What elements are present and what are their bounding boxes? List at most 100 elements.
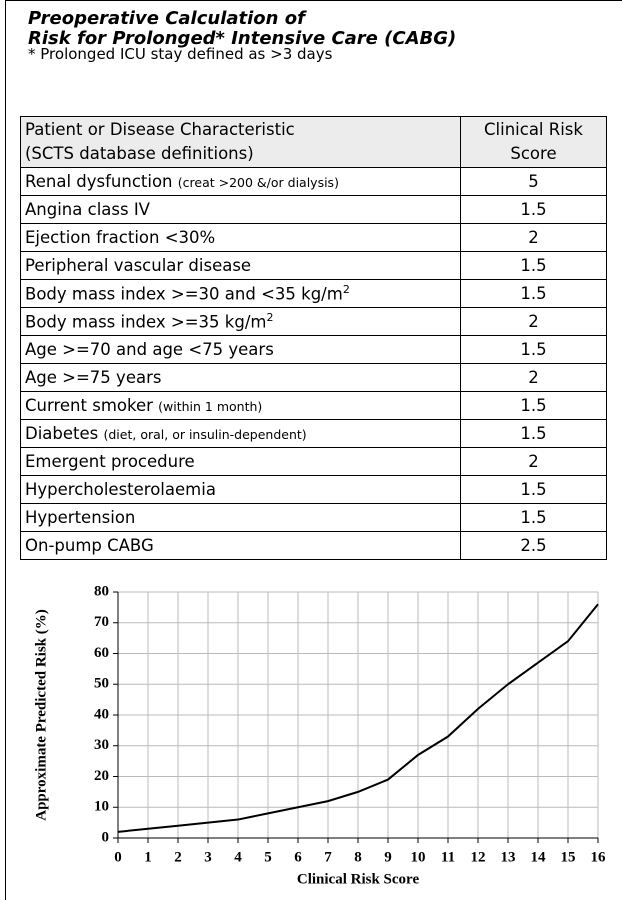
label: Age >=75 years [25, 368, 162, 387]
label: Body mass index >=35 kg/m [25, 312, 267, 332]
x-tick-label: 10 [411, 849, 426, 865]
label: Hypertension [25, 508, 136, 527]
x-tick-label: 11 [441, 849, 455, 865]
y-tick-label: 10 [94, 799, 109, 815]
x-tick-label: 1 [144, 849, 152, 865]
page: Preoperative Calculation of Risk for Pro… [5, 0, 622, 900]
score: 2 [460, 223, 607, 252]
row: Peripheral vascular disease 1.5 [20, 251, 607, 280]
x-tick-label: 15 [561, 849, 576, 865]
score: 5 [460, 167, 607, 196]
row: Hypercholesterolaemia 1.5 [20, 475, 607, 504]
score: 2.5 [460, 531, 607, 560]
label: Body mass index >=30 and <35 kg/m [25, 284, 343, 304]
label: Renal dysfunction [25, 172, 173, 191]
label-cell: Renal dysfunction (creat >200 &/or dialy… [20, 167, 461, 196]
x-tick-label: 8 [354, 849, 362, 865]
score: 2 [460, 447, 607, 476]
label: Hypercholesterolaemia [25, 480, 216, 499]
label: Diabetes [25, 424, 99, 443]
row: On-pump CABG 2.5 [20, 531, 607, 560]
y-tick-label: 20 [94, 768, 109, 784]
label-cell: Peripheral vascular disease [20, 251, 461, 280]
y-tick-label: 80 [94, 583, 109, 599]
risk-table: Patient or Disease Characteristic (SCTS d… [20, 116, 607, 560]
header-cell: Clinical Risk Score [460, 116, 607, 168]
label-cell: Ejection fraction <30% [20, 223, 461, 252]
score: 1.5 [460, 251, 607, 280]
label: Peripheral vascular disease [25, 256, 252, 275]
y-tick-label: 60 [94, 645, 109, 661]
row: Emergent procedure 2 [20, 447, 607, 476]
header-text: Clinical Risk [484, 120, 583, 139]
score: 1.5 [460, 475, 607, 504]
y-tick-label: 30 [94, 737, 109, 753]
x-tick-label: 5 [264, 849, 272, 865]
label-cell: Age >=70 and age <75 years [20, 335, 461, 364]
label-note: (creat >200 &/or dialysis) [177, 175, 339, 190]
header-row: Patient or Disease Characteristic (SCTS d… [20, 116, 607, 168]
label-cell: Body mass index >=35 kg/m2 [20, 307, 461, 336]
label-cell: Body mass index >=30 and <35 kg/m2 [20, 279, 461, 308]
y-tick-label: 40 [94, 706, 109, 722]
score: 1.5 [460, 419, 607, 448]
header-text: Score [510, 144, 557, 163]
label-note: (diet, oral, or insulin-dependent) [103, 427, 307, 442]
header-text: (SCTS database definitions) [25, 144, 254, 163]
row: Age >=70 and age <75 years 1.5 [20, 335, 607, 364]
label: Angina class IV [25, 200, 150, 219]
note: * Prolonged ICU stay defined as >3 days [28, 45, 333, 63]
label: Current smoker [25, 396, 153, 415]
score: 1.5 [460, 195, 607, 224]
label: Emergent procedure [25, 452, 195, 471]
score: 2 [460, 363, 607, 392]
label: Ejection fraction <30% [25, 228, 216, 247]
label-note: (within 1 month) [158, 399, 263, 414]
row: Age >=75 years 2 [20, 363, 607, 392]
x-tick-label: 9 [384, 849, 392, 865]
label: On-pump CABG [25, 536, 154, 555]
score: 1.5 [460, 335, 607, 364]
y-tick-label: 50 [94, 676, 109, 692]
label-cell: Diabetes (diet, oral, or insulin-depende… [20, 419, 461, 448]
x-tick-label: 6 [294, 849, 302, 865]
x-tick-label: 3 [204, 849, 212, 865]
row: Body mass index >=35 kg/m2 2 [20, 307, 607, 336]
score: 1.5 [460, 391, 607, 420]
row: Ejection fraction <30% 2 [20, 223, 607, 252]
x-tick-label: 14 [531, 849, 547, 865]
label-cell: Angina class IV [20, 195, 461, 224]
x-tick-label: 12 [471, 849, 486, 865]
x-tick-label: 7 [324, 849, 332, 865]
score: 1.5 [460, 279, 607, 308]
row: Body mass index >=30 and <35 kg/m2 1.5 [20, 279, 607, 308]
row: Diabetes (diet, oral, or insulin-depende… [20, 419, 607, 448]
row: Renal dysfunction (creat >200 &/or dialy… [20, 167, 607, 196]
label-cell: Emergent procedure [20, 447, 461, 476]
label-cell: Age >=75 years [20, 363, 461, 392]
y-axis-label: Approximate Predicted Risk (%) [33, 609, 49, 821]
y-tick-label: 70 [94, 614, 109, 630]
superscript: 2 [266, 311, 274, 325]
line [117, 603, 599, 833]
header-text: Patient or Disease Characteristic [25, 120, 295, 139]
score: 2 [460, 307, 607, 336]
title: Risk for Prolonged* Intensive Care (CABG… [28, 28, 457, 49]
x-tick-label: 2 [174, 849, 182, 865]
table-body: Patient or Disease Characteristic (SCTS d… [20, 116, 607, 560]
title: Preoperative Calculation of [28, 8, 305, 29]
x-tick-label: 16 [591, 849, 607, 865]
score: 1.5 [460, 503, 607, 532]
label-cell: Hypertension [20, 503, 461, 532]
x-axis-label: Clinical Risk Score [297, 871, 420, 887]
label-cell: Hypercholesterolaemia [20, 475, 461, 504]
header-cell: Patient or Disease Characteristic (SCTS d… [20, 116, 461, 168]
row: Angina class IV 1.5 [20, 195, 607, 224]
row: Hypertension 1.5 [20, 503, 607, 532]
y-tick-label: 0 [102, 829, 110, 845]
row: Current smoker (within 1 month) 1.5 [20, 391, 607, 420]
x-tick-label: 4 [234, 849, 242, 865]
label-cell: Current smoker (within 1 month) [20, 391, 461, 420]
x-tick-label: 0 [114, 849, 122, 865]
